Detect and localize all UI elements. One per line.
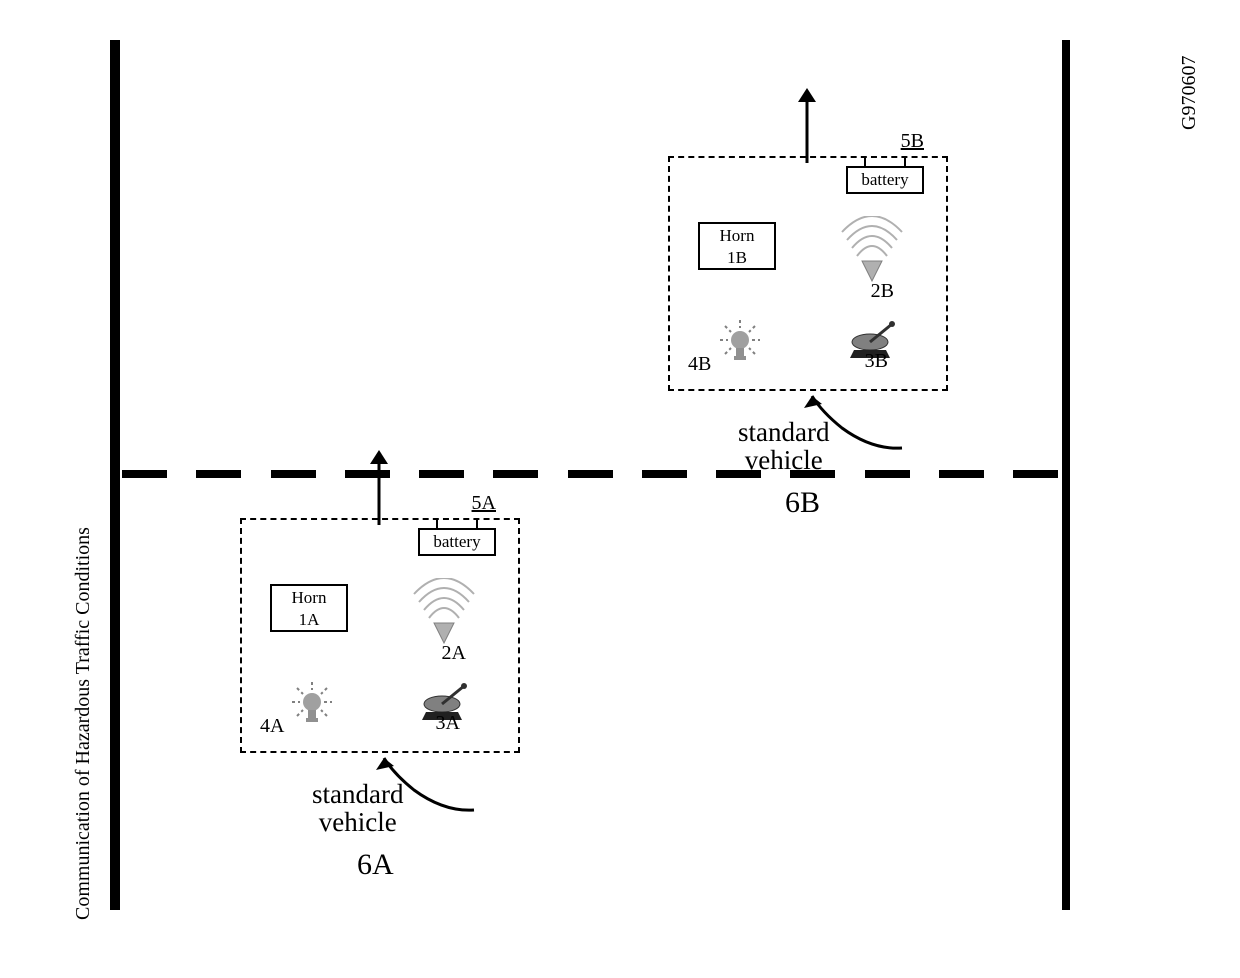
dash	[493, 470, 538, 478]
marker-3b: 3B	[865, 350, 888, 373]
dash	[568, 470, 613, 478]
callout-arrow-icon	[374, 750, 494, 827]
dash	[271, 470, 316, 478]
diagram-canvas: 5A battery Horn 1A 2A	[110, 40, 1070, 910]
marker-1b: 1B	[727, 248, 747, 268]
dash	[1013, 470, 1058, 478]
marker-2a: 2A	[442, 642, 466, 665]
battery-label: battery	[861, 170, 908, 190]
lightbulb-icon	[284, 678, 340, 739]
vehicle-b-id: 6B	[785, 486, 820, 520]
marker-5b: 5B	[901, 130, 924, 153]
marker-5a: 5A	[472, 492, 496, 515]
dash	[122, 470, 167, 478]
dash	[939, 470, 984, 478]
dash	[642, 470, 687, 478]
marker-1a: 1A	[299, 610, 320, 630]
marker-2b: 2B	[871, 280, 894, 303]
road-center-dashes	[110, 470, 1070, 478]
battery-box: battery	[846, 166, 924, 194]
battery-lead	[904, 156, 906, 166]
vehicle-box-b: 5B battery Horn 1B 2B	[668, 156, 948, 391]
dash	[196, 470, 241, 478]
marker-4b: 4B	[688, 353, 711, 376]
direction-arrow-icon	[364, 450, 394, 525]
callout-arrow-icon	[802, 388, 922, 465]
dash	[865, 470, 910, 478]
vehicle-a-id: 6A	[357, 848, 394, 882]
battery-label: battery	[433, 532, 480, 552]
marker-4a: 4A	[260, 715, 284, 738]
battery-lead	[864, 156, 866, 166]
direction-arrow-icon	[792, 88, 822, 163]
lightbulb-icon	[712, 316, 768, 377]
dash	[419, 470, 464, 478]
vehicle-box-a: 5A battery Horn 1A 2A	[240, 518, 520, 753]
horn-box: Horn 1A	[270, 584, 348, 632]
horn-label: Horn	[292, 588, 327, 608]
marker-3a: 3A	[436, 712, 460, 735]
battery-lead	[436, 518, 438, 528]
battery-lead	[476, 518, 478, 528]
document-id: G970607	[1178, 56, 1201, 130]
battery-box: battery	[418, 528, 496, 556]
diagram-title: Communication of Hazardous Traffic Condi…	[72, 527, 95, 920]
horn-label: Horn	[720, 226, 755, 246]
horn-box: Horn 1B	[698, 222, 776, 270]
